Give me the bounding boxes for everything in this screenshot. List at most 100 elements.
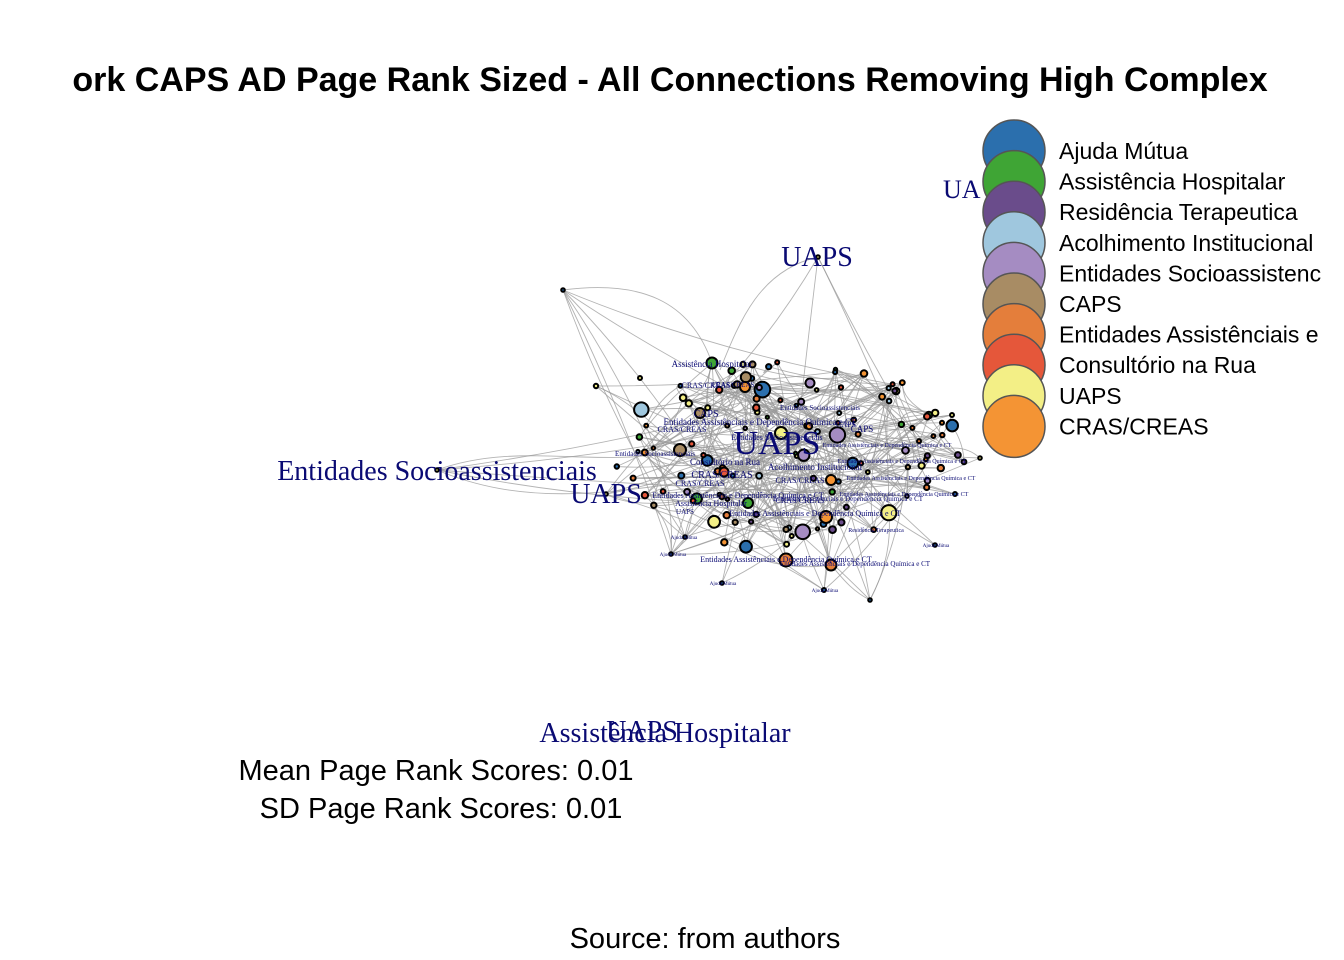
- network-node: [764, 414, 770, 420]
- legend: Ajuda Mútua Assistência Hospitalar Residên…: [982, 119, 1321, 459]
- network-node: [659, 488, 667, 495]
- network-edge: [436, 449, 681, 471]
- network-edge: [562, 287, 713, 364]
- network-node: [560, 287, 566, 293]
- network-edge: [718, 256, 819, 391]
- node-label: CRAS/CREAS: [676, 479, 725, 488]
- network-node: [682, 534, 688, 540]
- network-node: [684, 399, 693, 408]
- network-node: [613, 463, 620, 470]
- network-edge: [813, 390, 897, 479]
- network-node: [809, 474, 818, 482]
- network-edge: [918, 440, 965, 463]
- network-node: [923, 483, 931, 491]
- network-node: [949, 412, 955, 418]
- figure-title: ork CAPS AD Page Rank Sized - All Connec…: [72, 61, 1267, 99]
- network-node: [813, 387, 820, 393]
- network-node: [688, 440, 696, 448]
- network-edge: [670, 370, 733, 555]
- network-edge: [711, 362, 936, 414]
- legend-label: CRAS/CREAS: [1059, 413, 1209, 439]
- node-label: Entidades Assistênciais e Dependência Qu…: [700, 555, 872, 564]
- network-node: [727, 366, 737, 376]
- network-node: [885, 397, 893, 405]
- network-node: [765, 363, 773, 371]
- network-node: [755, 383, 763, 392]
- node-label: Ajuda Mútua: [671, 536, 698, 541]
- node-label: Entidades Assistênciais e Dependência Qu…: [847, 476, 976, 482]
- network-edge: [734, 386, 746, 523]
- network-node: [821, 587, 827, 593]
- network-node: [724, 422, 731, 429]
- legend-label: Entidades Assistênciais e: [1059, 322, 1319, 348]
- network-edge: [711, 362, 758, 413]
- network-node: [836, 410, 843, 416]
- network-node: [683, 488, 691, 496]
- node-label: Entidades Assistênciais e Dependência Qu…: [838, 459, 967, 465]
- network-node: [650, 501, 658, 509]
- network-node: [794, 523, 812, 541]
- network-node: [843, 503, 850, 511]
- network-edge: [724, 481, 839, 543]
- network-node: [778, 552, 794, 568]
- node-label: Assistência Hospitalar: [675, 499, 747, 508]
- network-node: [678, 393, 688, 403]
- legend-label: UAPS: [1059, 383, 1122, 409]
- network-node: [878, 392, 886, 401]
- node-label: CAPS: [836, 420, 856, 429]
- network-node: [724, 496, 731, 503]
- network-node: [752, 403, 761, 412]
- network-edge: [869, 512, 890, 601]
- network-node: [777, 397, 784, 404]
- network-node: [748, 518, 755, 525]
- network-node: [932, 542, 938, 548]
- network-edge: [644, 480, 928, 497]
- node-label: Assistência Hospitalar: [672, 359, 753, 369]
- network-node: [904, 493, 910, 499]
- network-node: [677, 471, 686, 480]
- node-label: Entidades Assistênciais e Dependência Qu…: [773, 495, 924, 503]
- network-node: [603, 491, 609, 497]
- network-edge: [750, 364, 760, 522]
- network-node: [891, 387, 899, 395]
- network-node: [718, 493, 726, 501]
- network-edge: [644, 488, 908, 497]
- node-label: Acolhimento Institucional: [768, 462, 863, 472]
- mean-page-rank-text: Mean Page Rank Scores: 0.01: [239, 755, 634, 787]
- network-edge: [646, 425, 818, 436]
- network-node: [742, 425, 749, 432]
- node-label-large: UAPS: [606, 716, 678, 747]
- node-label: Entidades Assistênciais e Dependência Qu…: [664, 417, 857, 427]
- legend-label: Entidades Socioassistenc: [1059, 260, 1321, 286]
- source-caption: Source: from authors: [570, 923, 841, 955]
- network-edge: [436, 469, 908, 497]
- network-edge: [724, 541, 832, 568]
- network-node: [854, 430, 862, 438]
- legend-label: Assistência Hospitalar: [1059, 169, 1286, 195]
- legend-label: Residência Terapeutica: [1059, 199, 1298, 225]
- node-label: Ajuda Mútua: [923, 544, 950, 549]
- network-node: [729, 472, 736, 479]
- network-edge: [727, 465, 922, 500]
- network-node: [722, 511, 731, 520]
- network-node: [793, 402, 800, 408]
- network-node: [885, 385, 892, 392]
- legend-swatch: [982, 394, 1046, 459]
- network-edge: [684, 496, 722, 538]
- node-label-large: UAPS: [570, 479, 642, 510]
- network-edge: [721, 425, 735, 497]
- network-node: [731, 518, 739, 526]
- node-label-large: Entidades Socioassistenciais: [277, 456, 597, 487]
- network-edge: [707, 407, 746, 429]
- network-edge: [436, 389, 817, 471]
- network-node: [755, 471, 763, 480]
- network-edge: [722, 455, 797, 472]
- network-edge: [745, 371, 836, 547]
- network-node: [864, 469, 871, 476]
- network-node: [677, 382, 684, 389]
- network-edge: [886, 400, 908, 497]
- network-node: [668, 551, 674, 557]
- network-node: [954, 451, 962, 459]
- network-node: [814, 526, 821, 532]
